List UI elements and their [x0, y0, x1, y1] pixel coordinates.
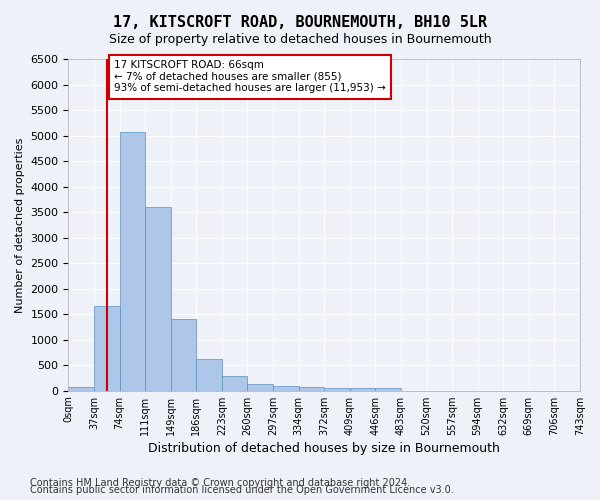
Bar [247, 384, 273, 390]
Bar [273, 386, 299, 390]
Text: 17 KITSCROFT ROAD: 66sqm
← 7% of detached houses are smaller (855)
93% of semi-d: 17 KITSCROFT ROAD: 66sqm ← 7% of detache… [115, 60, 386, 94]
Bar [171, 320, 196, 390]
Bar [196, 359, 222, 390]
Bar [145, 207, 171, 390]
X-axis label: Distribution of detached houses by size in Bournemouth: Distribution of detached houses by size … [148, 442, 500, 455]
Y-axis label: Number of detached properties: Number of detached properties [15, 137, 25, 312]
Bar [299, 386, 324, 390]
Text: Contains HM Land Registry data © Crown copyright and database right 2024.: Contains HM Land Registry data © Crown c… [30, 478, 410, 488]
Text: 17, KITSCROFT ROAD, BOURNEMOUTH, BH10 5LR: 17, KITSCROFT ROAD, BOURNEMOUTH, BH10 5L… [113, 15, 487, 30]
Bar [376, 388, 401, 390]
Bar [324, 388, 350, 390]
Bar [119, 132, 145, 390]
Bar [350, 388, 376, 390]
Bar [94, 306, 119, 390]
Text: Contains public sector information licensed under the Open Government Licence v3: Contains public sector information licen… [30, 485, 454, 495]
Text: Size of property relative to detached houses in Bournemouth: Size of property relative to detached ho… [109, 32, 491, 46]
Bar [222, 376, 247, 390]
Bar [68, 387, 94, 390]
